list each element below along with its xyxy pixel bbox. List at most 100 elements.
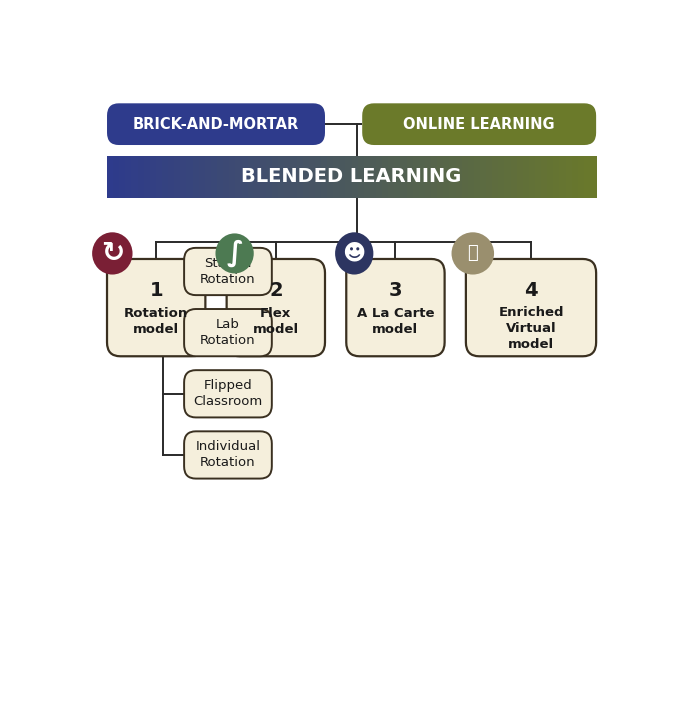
Bar (303, 156, 310, 198)
Bar (279, 156, 285, 198)
Bar (431, 156, 438, 198)
Bar (486, 156, 493, 198)
Bar (126, 156, 132, 198)
Text: 4: 4 (524, 282, 538, 300)
Bar (296, 156, 304, 198)
Bar (248, 156, 255, 198)
Bar (535, 156, 542, 198)
Bar (113, 156, 120, 198)
Bar (143, 156, 151, 198)
Bar (382, 156, 390, 198)
Ellipse shape (215, 233, 254, 274)
Bar (523, 156, 530, 198)
Ellipse shape (335, 232, 373, 274)
Bar (235, 156, 243, 198)
FancyBboxPatch shape (184, 370, 272, 417)
Text: BLENDED LEARNING: BLENDED LEARNING (241, 168, 462, 186)
Text: Station
Rotation: Station Rotation (200, 257, 256, 286)
Bar (229, 156, 237, 198)
Bar (571, 156, 579, 198)
Bar (407, 156, 414, 198)
Bar (474, 156, 481, 198)
Bar (168, 156, 176, 198)
Bar (425, 156, 432, 198)
Text: A La Carte
model: A La Carte model (357, 307, 434, 336)
Bar (174, 156, 182, 198)
Bar (351, 156, 359, 198)
Bar (260, 156, 267, 198)
FancyBboxPatch shape (466, 259, 596, 356)
Text: Flex
model: Flex model (252, 307, 299, 336)
Text: ONLINE LEARNING: ONLINE LEARNING (403, 117, 555, 131)
Bar (437, 156, 445, 198)
FancyBboxPatch shape (184, 431, 272, 479)
Bar (205, 156, 212, 198)
Bar (119, 156, 126, 198)
Ellipse shape (451, 232, 494, 274)
Bar (449, 156, 457, 198)
Text: Rotation
model: Rotation model (124, 307, 189, 336)
Bar (510, 156, 518, 198)
Bar (517, 156, 524, 198)
Bar (590, 156, 598, 198)
Text: Lab
Rotation: Lab Rotation (200, 318, 256, 347)
FancyBboxPatch shape (184, 248, 272, 295)
Text: Individual
Rotation: Individual Rotation (196, 440, 261, 469)
Bar (223, 156, 230, 198)
Bar (370, 156, 377, 198)
Bar (162, 156, 169, 198)
FancyBboxPatch shape (107, 259, 205, 356)
Text: ☻: ☻ (342, 243, 366, 264)
FancyBboxPatch shape (346, 259, 445, 356)
Text: ⬜: ⬜ (467, 245, 478, 262)
Bar (340, 156, 346, 198)
Text: BRICK-AND-MORTAR: BRICK-AND-MORTAR (133, 117, 299, 131)
Bar (498, 156, 506, 198)
Bar (138, 156, 145, 198)
Bar (578, 156, 585, 198)
Bar (456, 156, 462, 198)
Bar (199, 156, 206, 198)
Bar (284, 156, 292, 198)
Bar (492, 156, 499, 198)
Bar (565, 156, 573, 198)
FancyBboxPatch shape (184, 309, 272, 356)
Bar (560, 156, 567, 198)
Bar (376, 156, 383, 198)
Text: Enriched
Virtual
model: Enriched Virtual model (498, 306, 564, 351)
FancyBboxPatch shape (107, 103, 325, 145)
Bar (401, 156, 407, 198)
Bar (443, 156, 451, 198)
Bar (217, 156, 224, 198)
Bar (419, 156, 426, 198)
Bar (413, 156, 420, 198)
Bar (388, 156, 395, 198)
Bar (309, 156, 316, 198)
Bar (346, 156, 353, 198)
Text: 3: 3 (389, 282, 402, 300)
Bar (241, 156, 249, 198)
Bar (584, 156, 591, 198)
Bar (364, 156, 371, 198)
Bar (315, 156, 322, 198)
Text: 2: 2 (269, 282, 283, 300)
Bar (394, 156, 401, 198)
Bar (254, 156, 261, 198)
Bar (107, 156, 114, 198)
Text: 1: 1 (150, 282, 163, 300)
FancyBboxPatch shape (226, 259, 325, 356)
Bar (541, 156, 548, 198)
Bar (211, 156, 218, 198)
Bar (266, 156, 273, 198)
Bar (290, 156, 298, 198)
Bar (529, 156, 536, 198)
Bar (180, 156, 187, 198)
Bar (547, 156, 554, 198)
Bar (193, 156, 200, 198)
Bar (150, 156, 157, 198)
Bar (468, 156, 475, 198)
Bar (554, 156, 560, 198)
Bar (187, 156, 193, 198)
Bar (333, 156, 340, 198)
Bar (504, 156, 512, 198)
